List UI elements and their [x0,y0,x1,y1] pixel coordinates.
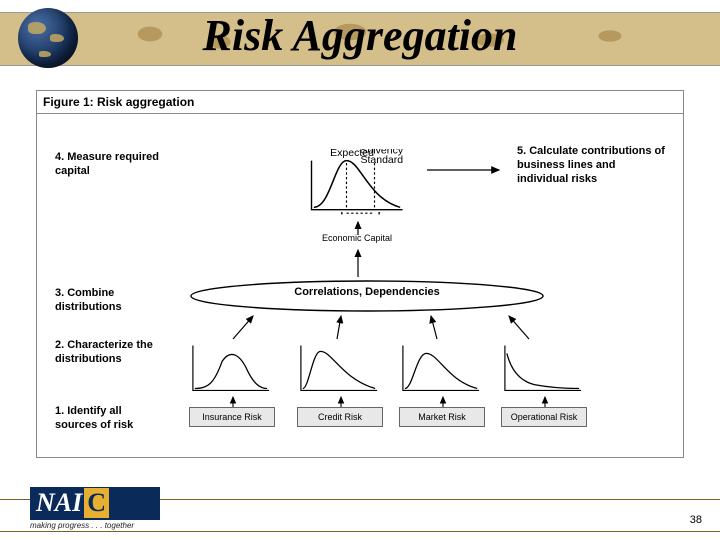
figure-caption: Figure 1: Risk aggregation [43,95,194,109]
step-3-label: 3. Combine distributions [55,287,165,315]
aggregated-distribution-chart: Expected Solvency Standard [297,149,417,219]
market-risk-box: Market Risk [399,407,485,427]
solvency-label-2: Standard [361,154,404,166]
figure-1: Figure 1: Risk aggregation 4. Measure re… [36,90,684,458]
credit-risk-box: Credit Risk [297,407,383,427]
figure-caption-rule [37,113,683,114]
page-number: 38 [690,514,702,526]
step-5-label: 5. Calculate contributions of business l… [517,145,667,186]
insurance-dist-chart [189,339,273,397]
arrow-to-step5 [427,163,507,182]
aggregated-curve [314,161,400,208]
naic-logo: NAIC making progress . . . together [30,487,160,530]
slide-header: Risk Aggregation [0,0,720,78]
insurance-risk-box: Insurance Risk [189,407,275,427]
step-4-label: 4. Measure required capital [55,151,175,179]
credit-dist-chart [297,339,381,397]
slide-title: Risk Aggregation [0,10,720,61]
step-2-label: 2. Characterize the distributions [55,339,165,367]
arrow-ec-up [351,219,365,242]
slide-footer: NAIC making progress . . . together 38 [0,480,720,540]
naic-tagline: making progress . . . together [30,521,160,530]
market-dist-chart [399,339,483,397]
footer-rule-bottom [0,531,720,532]
operational-risk-box: Operational Risk [501,407,587,427]
naic-text: NAI [36,488,82,518]
correlations-label: Correlations, Dependencies [187,286,547,298]
naic-logo-box: NAIC [30,487,160,520]
step-1-label: 1. Identify all sources of risk [55,405,165,433]
operational-dist-chart [501,339,585,397]
naic-accent: C [84,488,109,518]
